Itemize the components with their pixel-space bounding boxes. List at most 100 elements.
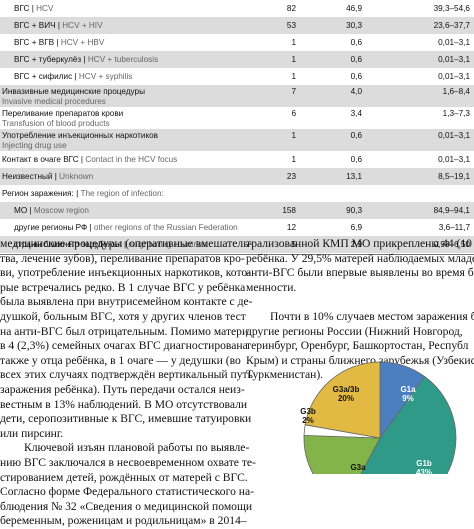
label-separator: |: [73, 189, 81, 198]
label-ru: Инвазивные медицинские процедуры: [2, 87, 145, 96]
percent-cell: 0,6: [350, 131, 362, 140]
label-separator: |: [81, 55, 88, 64]
label-ru: ВГС + сифилис: [14, 72, 73, 81]
table-row: МО | Moscow region 158 90,3 84,9–94,1: [0, 202, 474, 219]
label-ru: Переливание препаратов крови: [2, 109, 124, 118]
text-line: ребёнка. У 29,5% матерей наблюдаемых мла…: [246, 251, 474, 265]
label-ru: ВГС + ВГВ: [14, 38, 55, 47]
percent-cell: 3,4: [350, 109, 362, 118]
label-separator: |: [29, 4, 37, 13]
table-bottom-rule: [0, 254, 474, 255]
text-line: теринбург, Оренбург, Башкортостан, Респу…: [246, 339, 469, 353]
text-line: медицинские процедуры (оперативные вмеша…: [0, 237, 253, 250]
label-ru: ВГС + ВИЧ: [14, 21, 56, 30]
count-cell: 1: [291, 72, 296, 81]
genotype-pie-chart: G1a 9% G1b 43% G3a G3b 2% G3a/3b 20%: [300, 361, 457, 474]
label-en: other regions of the Russian Federation: [93, 223, 238, 232]
ci-cell: 3,6–11,7: [438, 223, 470, 232]
percent-cell: 13,1: [346, 172, 362, 181]
table-row: ВГС + ВИЧ | HCV + HIV 53 30,3 23,6–37,7: [0, 17, 474, 34]
pie-slice-label: G3a/3b 20%: [333, 385, 360, 403]
text-line: трализованной КМП МО прикреплены 44 (10: [246, 237, 472, 250]
text-line: Ключевой изъян плановой работы по выявле…: [24, 441, 250, 455]
pie-slice: [303, 434, 381, 474]
text-line: также у отца ребёнка, в 1 очаге — у деду…: [0, 353, 241, 367]
ci-cell: 0,01–3,1: [438, 38, 470, 47]
label-en: Transfusion of blood products: [2, 119, 110, 128]
text-line: или пирсинг.: [0, 426, 64, 440]
row-label: Регион заражения: | The region of infect…: [2, 189, 164, 199]
ci-cell: 0,01–3,1: [438, 155, 470, 164]
text-line: Крым) и страны ближнего зарубежья (Узбек…: [246, 353, 474, 367]
table-row: ВГС + сифилис | HCV + syphilis 1 0,6 0,01–3…: [0, 68, 474, 85]
table-row: другие регионы РФ | other regions of the…: [0, 219, 474, 236]
pie-slice-label: G3b 2%: [300, 407, 316, 425]
row-label: ВГС | HCV: [14, 4, 53, 14]
count-cell: 1: [291, 55, 296, 64]
percent-cell: 46,9: [346, 4, 362, 13]
table-row: Неизвестный | Unknown 23 13,1 8,5–19,1: [0, 168, 474, 185]
ci-cell: 8,5–19,1: [438, 172, 470, 181]
percent-cell: 2,9: [350, 240, 362, 249]
table-row: Контакт в очаге ВГС | Contact in the HCV…: [0, 151, 474, 168]
count-cell: 53: [286, 21, 296, 30]
percent-cell: 0,6: [350, 72, 362, 81]
label-separator: |: [55, 21, 63, 30]
text-line: [246, 295, 474, 310]
row-label: другие регионы РФ | other regions of the…: [14, 223, 238, 233]
percent-cell: 4,0: [350, 87, 362, 96]
ci-cell: 84,9–94,1: [433, 206, 470, 215]
text-line: Согласно форме Федерального статистическ…: [0, 485, 254, 499]
count-cell: 158: [282, 206, 296, 215]
table-row: ВГС + туберкулёз | HCV + tuberculosis 1 0,…: [0, 51, 474, 68]
text-line: Туркменистан).: [246, 368, 324, 382]
text-line: беременным, роженицам и родильницам» в 2…: [0, 514, 247, 528]
count-cell: 1: [291, 38, 296, 47]
ci-cell: 39,3–54,6: [433, 4, 470, 13]
ci-cell: 0,93–6,50: [433, 240, 470, 249]
table-row: ВГС + ВГВ | HCV + HBV 1 0,6 0,01–3,1: [0, 34, 474, 51]
ci-cell: 0,01–3,1: [438, 55, 470, 64]
text-line: в 4 (2,3%) семейных очагах ВГС диагности…: [0, 339, 248, 353]
count-cell: 7: [291, 87, 296, 96]
count-cell: 1: [291, 155, 296, 164]
text-line: нию ВГС заключался в несвоевременном охв…: [0, 455, 256, 469]
count-cell: 23: [286, 172, 296, 181]
percent-cell: 0,6: [350, 155, 362, 164]
row-label: ВГС + туберкулёз | HCV + tuberculosis: [14, 55, 158, 65]
label-en: HCV + tuberculosis: [87, 55, 159, 64]
count-cell: 12: [286, 223, 296, 232]
row-label: Неизвестный | Unknown: [2, 172, 93, 182]
label-ru: Употребление инъекционных наркотиков: [2, 131, 159, 140]
count-cell: 6: [291, 109, 296, 118]
row-label: Контакт в очаге ВГС | Contact in the HCV…: [2, 155, 177, 165]
text-line: заражения ребёнка). Путь передачи осталс…: [0, 382, 245, 396]
label-en: HCV + HBV: [60, 38, 105, 47]
label-separator: |: [54, 38, 61, 47]
table-row: Инвазивные медицинские процедуры Invasive…: [0, 85, 474, 107]
text-line: всех этих случаях подтверждён вертикальн…: [0, 368, 253, 382]
label-ru: страны ближнего зарубежья: [14, 240, 122, 249]
label-separator: |: [121, 240, 129, 249]
label-ru: ВГС: [14, 4, 30, 13]
label-en: Moscow region: [33, 206, 89, 215]
ci-cell: 23,6–37,7: [433, 21, 470, 30]
label-separator: |: [78, 155, 86, 164]
ci-cell: 0,01–3,1: [438, 131, 470, 140]
row-label: МО | Moscow region: [14, 206, 89, 216]
label-ru: МО: [14, 206, 28, 215]
text-line: была выявлена при внутрисемейном контакт…: [0, 295, 253, 309]
ci-cell: 1,3–7,3: [442, 109, 470, 118]
pie-slice-label: G1a 9%: [400, 385, 416, 403]
text-line: на анти-ВГС был отрицательным. Помимо ма…: [0, 324, 249, 338]
label-en: Contact in the HCV focus: [85, 155, 178, 164]
row-label: ВГС + сифилис | HCV + syphilis: [14, 72, 132, 82]
text-line: вестным в 13% наблюдений. В МО отсутство…: [0, 397, 248, 411]
text-line: ви, употребление инъекционных наркотиков…: [0, 266, 252, 280]
label-ru: Неизвестный: [2, 172, 53, 181]
ci-cell: 0,01–3,1: [438, 72, 470, 81]
label-en: neighboring countries: [128, 240, 207, 249]
pie-slice: [360, 375, 457, 474]
count-cell: 82: [286, 4, 296, 13]
row-label: Инвазивные медицинские процедуры Invasive…: [2, 87, 145, 107]
